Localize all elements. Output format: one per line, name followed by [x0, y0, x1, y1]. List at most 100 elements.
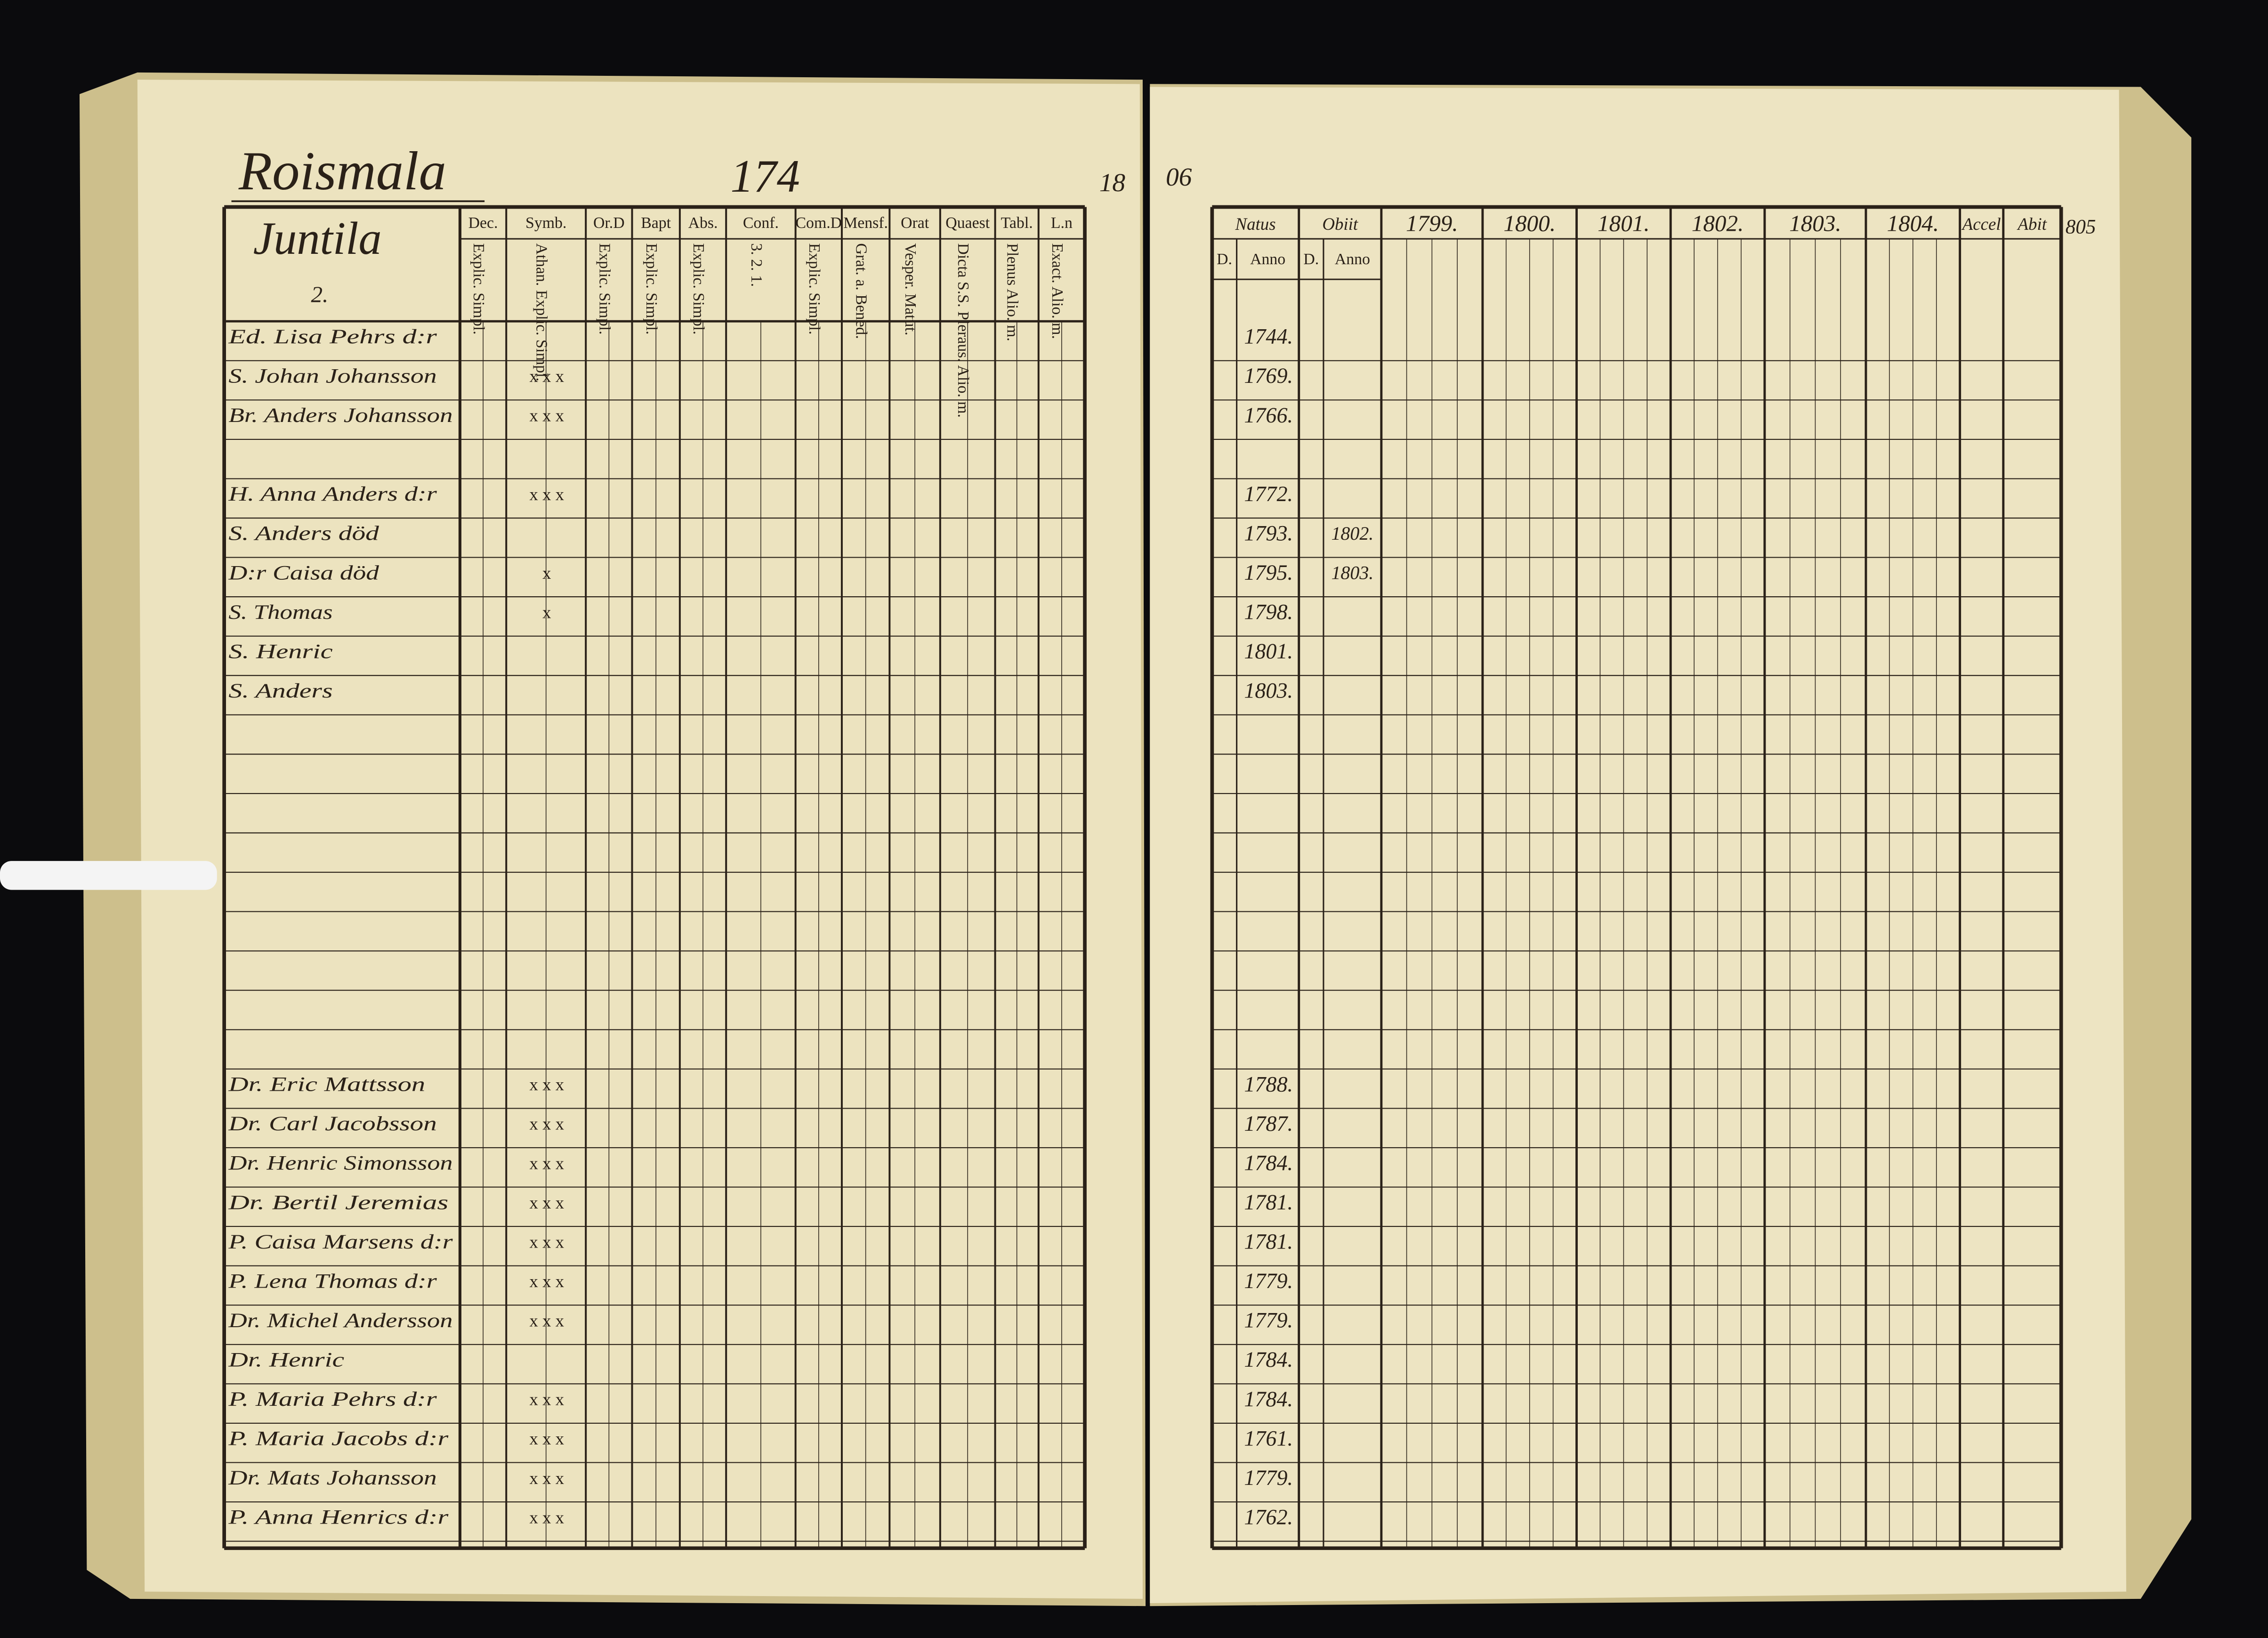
- column-header: Accel: [1961, 214, 2001, 234]
- person-name: Ed. Lisa Pehrs d:r: [228, 326, 437, 348]
- column-subheader: Explic. Simpl.: [806, 243, 823, 334]
- catechism-mark: x x x: [529, 1153, 564, 1173]
- column-subheader: 3. 2. 1.: [748, 243, 765, 287]
- catechism-mark: x x x: [529, 1272, 564, 1291]
- catechism-mark: x: [542, 602, 551, 622]
- person-name: P. Anna Henrics d:r: [228, 1507, 449, 1529]
- column-header: Quaest: [945, 214, 990, 232]
- column-header: 1802.: [1692, 211, 1744, 236]
- column-header: Com.D: [796, 214, 842, 232]
- column-header: Or.D: [593, 214, 625, 232]
- person-name: P. Lena Thomas d:r: [228, 1270, 437, 1292]
- column-subheader: Vesper. Matut.: [902, 243, 919, 335]
- birth-year: 1761.: [1244, 1426, 1293, 1450]
- birth-year: 1762.: [1244, 1505, 1293, 1529]
- column-header: Conf.: [743, 214, 779, 232]
- catechism-mark: x x x: [529, 1193, 564, 1212]
- column-subheader: Dicta S.S. Pleraus. Alio. m.: [954, 243, 972, 418]
- birth-year: 1784.: [1244, 1151, 1293, 1175]
- column-subheader: Explic. Simpl.: [470, 243, 487, 334]
- person-name: D:r Caisa död: [228, 562, 379, 584]
- catechism-mark: x x x: [529, 1075, 564, 1094]
- birth-year: 1781.: [1244, 1230, 1293, 1254]
- column-header: Tabl.: [1001, 214, 1033, 232]
- right-page: [1150, 87, 2126, 1604]
- column-subheader: Explic. Simpl.: [690, 243, 707, 334]
- column-subheader: Exact. Alio. m.: [1049, 243, 1066, 339]
- birth-year: 1779.: [1244, 1269, 1293, 1293]
- column-subheader: Grat. a. Bened.: [853, 243, 870, 339]
- person-name: S. Thomas: [228, 601, 332, 624]
- person-name: Dr. Carl Jacobsson: [228, 1113, 437, 1135]
- catechism-mark: x x x: [529, 1468, 564, 1488]
- birth-year: 1769.: [1244, 364, 1293, 388]
- corner-number: 805: [2066, 216, 2096, 238]
- birth-year: 1795.: [1244, 560, 1293, 584]
- column-header: Symb.: [525, 214, 566, 232]
- person-name: S. Johan Johansson: [228, 365, 436, 388]
- column-header: Orat: [901, 214, 929, 232]
- birth-year: 1744.: [1244, 324, 1293, 349]
- person-name: S. Anders: [228, 680, 332, 702]
- person-name: P. Maria Jacobs d:r: [228, 1428, 449, 1450]
- person-name: Dr. Mats Johansson: [228, 1467, 437, 1489]
- page-number: 174: [730, 151, 799, 202]
- birth-year: 1766.: [1244, 403, 1293, 427]
- birth-year: 1781.: [1244, 1190, 1293, 1214]
- person-name: S. Anders död: [228, 523, 379, 545]
- column-subheader: Explic. Simpl.: [596, 243, 613, 334]
- person-name: Dr. Michel Andersson: [228, 1310, 452, 1332]
- column-subheader: Anno: [1335, 251, 1370, 268]
- catechism-mark: x x x: [529, 485, 564, 504]
- person-name: H. Anna Anders d:r: [228, 483, 437, 505]
- birth-year: 1784.: [1244, 1387, 1293, 1411]
- catechism-mark: x: [542, 563, 551, 583]
- person-name: Dr. Henric: [228, 1349, 344, 1371]
- column-header: 1804.: [1887, 211, 1939, 236]
- person-name: Br. Anders Johansson: [228, 405, 452, 427]
- column-subheader: D.: [1303, 251, 1319, 268]
- catechism-mark: x x x: [529, 1114, 564, 1134]
- farm-name: Juntila: [253, 213, 382, 264]
- death-year: 1802.: [1331, 523, 1373, 544]
- birth-year: 1793.: [1244, 521, 1293, 545]
- birth-year: 1772.: [1244, 482, 1293, 506]
- column-header: Natus: [1235, 214, 1276, 234]
- person-name: P. Maria Pehrs d:r: [228, 1388, 437, 1411]
- catechism-mark: x x x: [529, 1508, 564, 1527]
- person-name: P. Caisa Marsens d:r: [228, 1231, 453, 1253]
- catechism-mark: x x x: [529, 406, 564, 425]
- column-header: Abs.: [688, 214, 718, 232]
- column-header: 1801.: [1598, 211, 1650, 236]
- column-subheader: Explic. Simpl.: [643, 243, 660, 334]
- farm-number: 2.: [311, 281, 328, 307]
- birth-year: 1779.: [1244, 1308, 1293, 1332]
- catechism-mark: x x x: [529, 1311, 564, 1330]
- birth-year: 1787.: [1244, 1111, 1293, 1135]
- column-header: 1799.: [1406, 211, 1458, 236]
- birth-year: 1784.: [1244, 1347, 1293, 1371]
- catechism-mark: x x x: [529, 1429, 564, 1448]
- village-name: Roismala: [238, 141, 446, 202]
- birth-year: 1801.: [1244, 639, 1293, 663]
- column-header: Dec.: [468, 214, 498, 232]
- birth-year: 1803.: [1244, 679, 1293, 703]
- birth-year: 1779.: [1244, 1466, 1293, 1490]
- column-subheader: Plenus Alio. m.: [1004, 243, 1021, 341]
- birth-year: 1798.: [1244, 600, 1293, 624]
- person-name: Dr. Henric Simonsson: [228, 1152, 452, 1175]
- column-header: 1800.: [1503, 211, 1556, 236]
- person-name: S. Henric: [228, 641, 332, 663]
- person-name: Dr. Bertil Jeremias: [228, 1192, 448, 1214]
- column-subheader: Athan. Explic. Simpl.: [533, 243, 550, 381]
- column-header: Mensf.: [843, 214, 888, 232]
- column-header: Obiit: [1322, 214, 1358, 234]
- column-subheader: D.: [1217, 251, 1232, 268]
- column-header: Abit: [2017, 214, 2047, 234]
- catechism-mark: x x x: [529, 1232, 564, 1251]
- catechism-mark: x x x: [529, 1390, 564, 1409]
- column-header: L.n: [1051, 214, 1073, 232]
- left-page: [137, 80, 1143, 1599]
- corner-number: 06: [1166, 162, 1192, 191]
